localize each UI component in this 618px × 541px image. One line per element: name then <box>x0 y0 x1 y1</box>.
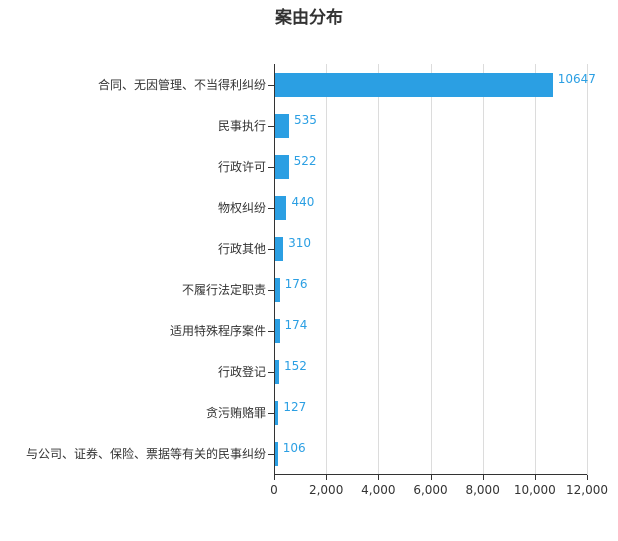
chart-title: 案由分布 <box>275 8 343 28</box>
bar-value-label: 10647 <box>557 71 596 86</box>
bar-value-label: 310 <box>288 235 311 250</box>
x-tick <box>534 475 536 480</box>
y-axis-line <box>274 64 275 475</box>
x-tick <box>274 475 275 480</box>
y-tick <box>268 331 274 333</box>
bar-value-label: 152 <box>283 359 307 374</box>
gridline <box>378 64 380 475</box>
bar-value-label: 106 <box>282 441 306 456</box>
x-tick <box>430 475 432 480</box>
category-label: 行政许可 <box>217 159 266 174</box>
category-label: 合同、无因管理、不当得利纠纷 <box>97 77 266 92</box>
category-label: 民事执行 <box>217 118 266 133</box>
category-label: 物权纠纷 <box>217 200 266 215</box>
x-tick-label: 12,000 <box>566 483 608 497</box>
category-label: 行政登记 <box>217 365 266 380</box>
plot-area: 10647 535 522 440 310 176 174 152 127 106 <box>274 64 596 475</box>
x-axis-line <box>274 474 587 475</box>
x-tick-label: 10,000 <box>513 483 556 497</box>
bar-value-label: 176 <box>284 277 308 292</box>
x-tick <box>378 475 380 480</box>
bar[interactable] <box>275 319 280 344</box>
category-label: 与公司、证券、保险、票据等有关的民事纠纷 <box>25 447 266 462</box>
y-tick <box>268 454 274 456</box>
y-tick <box>268 290 274 292</box>
x-tick-label: 4,000 <box>361 483 396 497</box>
y-tick <box>268 166 274 168</box>
bar-value-label: 535 <box>293 112 317 127</box>
gridline <box>326 64 328 475</box>
category-label: 行政其他 <box>217 241 266 256</box>
x-tick-label: 6,000 <box>413 483 448 497</box>
x-tick-label: 0 <box>270 483 278 497</box>
bar[interactable] <box>275 236 284 261</box>
x-tick <box>482 475 484 480</box>
gridline <box>430 64 432 475</box>
bar[interactable] <box>275 195 287 220</box>
x-tick <box>326 475 328 480</box>
y-tick <box>268 125 274 127</box>
bar[interactable] <box>275 113 289 138</box>
gridline <box>534 64 536 475</box>
bar[interactable] <box>275 154 289 179</box>
bar-value-label: 440 <box>291 194 315 209</box>
category-label: 不履行法定职责 <box>181 283 266 298</box>
bar[interactable] <box>275 360 279 385</box>
y-tick <box>268 248 274 250</box>
bar[interactable] <box>275 401 279 426</box>
x-tick-label: 8,000 <box>465 483 500 497</box>
bar[interactable] <box>275 278 280 303</box>
gridline <box>482 64 484 475</box>
y-tick <box>268 207 274 209</box>
category-label: 适用特殊程序案件 <box>169 324 266 339</box>
category-label: 贪污贿赂罪 <box>205 406 266 421</box>
bar[interactable] <box>275 72 553 97</box>
bar-value-label: 127 <box>283 400 307 415</box>
bar-value-label: 522 <box>293 153 317 168</box>
x-tick <box>587 475 588 480</box>
y-tick <box>268 413 274 415</box>
bar-value-label: 174 <box>284 318 308 333</box>
y-tick <box>268 84 274 86</box>
x-tick-label: 2,000 <box>308 483 344 497</box>
bar[interactable] <box>275 442 278 467</box>
y-tick <box>268 372 274 374</box>
gridline <box>587 64 588 475</box>
